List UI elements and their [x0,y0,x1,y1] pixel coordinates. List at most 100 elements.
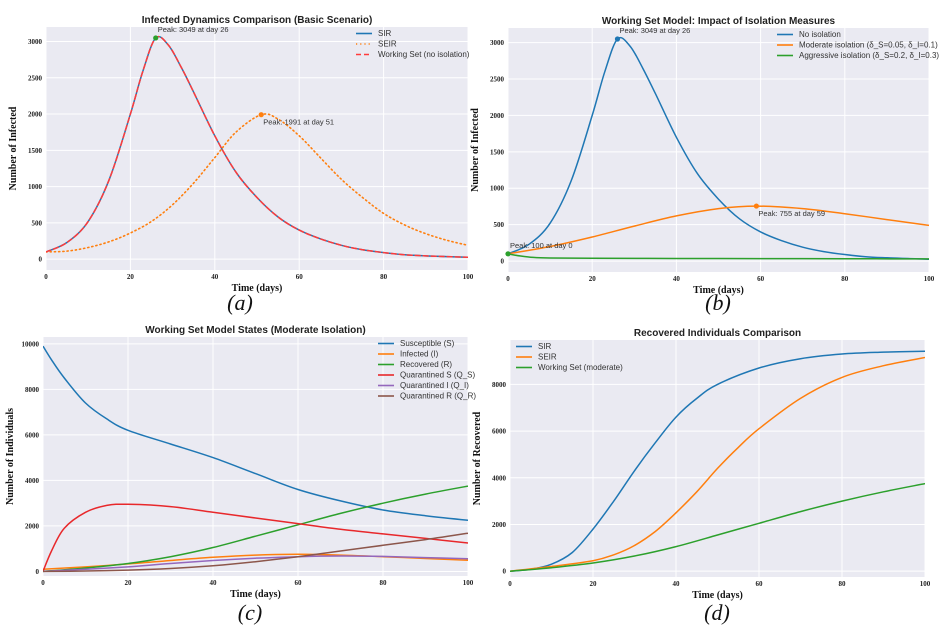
legend-label: SEIR [538,353,557,362]
panel-caption: (a) [227,290,253,315]
chart-title: Working Set Model: Impact of Isolation M… [602,16,836,27]
peak-annotation: Peak: 100 at day 0 [510,241,573,250]
legend-label: Susceptible (S) [400,339,455,348]
y-tick-label: 6000 [25,431,40,439]
y-tick-label: 0 [503,568,507,576]
y-tick-label: 0 [39,256,43,264]
x-tick-label: 0 [41,579,45,587]
series-line-working-set-no-isolation [46,35,468,259]
x-tick-label: 100 [920,580,931,588]
y-tick-label: 8000 [25,386,40,394]
y-axis-label: Number of Infected [8,106,19,190]
y-tick-label: 1500 [490,148,505,156]
x-axis-label: Time (days) [232,283,283,294]
y-tick-label: 2000 [28,111,43,119]
plot-area [46,27,468,270]
series-line-quarantined-s-q-s [43,503,468,572]
peak-annotation: Peak: 3049 at day 26 [158,25,229,34]
peak-annotation: Peak: 3049 at day 26 [619,26,690,35]
series-line-quarantined-i-q-i [43,555,468,573]
x-tick-label: 80 [841,275,849,283]
series-line-recovered-r [43,485,468,573]
x-tick-label: 40 [673,580,681,588]
chart-title: Working Set Model States (Moderate Isola… [145,325,365,336]
legend-label: SEIR [378,40,397,49]
series-line-no-isolation [508,36,929,261]
peak-annotation: Peak: 755 at day 59 [758,209,825,218]
series-line-working-set-moderate [510,482,925,572]
x-tick-label: 80 [380,273,388,281]
y-tick-label: 2000 [25,522,40,530]
legend: No isolation Moderate isolation (δ_S=0.05… [777,30,939,60]
subplot-a: 0 20 40 60 80 100050010001500200025003000Infe… [8,15,474,315]
plot-area [510,340,925,577]
x-tick-label: 0 [44,273,48,281]
y-tick-label: 3000 [28,38,43,46]
x-tick-label: 60 [295,579,303,587]
x-tick-label: 100 [924,275,935,283]
chart-title: Recovered Individuals Comparison [634,328,801,339]
legend: Susceptible (S) Infected (I)Recovered (R)… [378,339,476,401]
y-tick-label: 0 [36,568,40,576]
legend-label: No isolation [799,30,841,39]
legend-label: Infected (I) [400,350,439,359]
peak-marker [753,203,759,209]
y-tick-label: 500 [32,219,43,227]
plot-area [508,28,929,272]
legend-label: Working Set (no isolation) [378,50,470,59]
series-line-susceptible-s [43,345,468,521]
x-tick-label: 60 [296,273,304,281]
legend-label: Quarantined S (Q_S) [400,371,475,380]
series-line-seir [510,356,925,572]
y-axis-label: Number of Individuals [5,408,16,505]
y-axis-label: Number of Infected [470,108,481,192]
x-tick-label: 20 [589,275,597,283]
peak-marker [505,251,511,257]
legend-label: Quarantined I (Q_I) [400,381,469,390]
y-tick-label: 1000 [490,185,505,193]
x-axis-label: Time (days) [230,589,281,600]
peak-marker [614,36,621,42]
y-tick-label: 3000 [490,39,505,47]
y-tick-label: 8000 [492,381,507,389]
chart-title: Infected Dynamics Comparison (Basic Scen… [142,15,373,26]
series-line-aggressive-isolation-s-0-2-i-0-3 [508,253,929,260]
legend-label: Quarantined R (Q_R) [400,392,476,401]
series-line-sir [510,350,925,572]
x-tick-label: 40 [211,273,219,281]
x-tick-label: 20 [125,579,133,587]
y-tick-label: 2500 [490,75,505,83]
peak-annotation: Peak: 1991 at day 51 [263,118,334,127]
panel-caption: (b) [705,290,731,315]
y-tick-label: 0 [501,258,505,266]
y-tick-label: 1500 [28,147,43,155]
series-line-moderate-isolation-s-0-05-i-0-1 [508,205,929,255]
legend-label: SIR [378,29,392,38]
y-tick-label: 4000 [25,477,40,485]
y-tick-label: 2000 [490,112,505,120]
y-tick-label: 4000 [492,474,507,482]
y-tick-label: 1000 [28,183,43,191]
y-tick-label: 2500 [28,74,43,82]
x-tick-label: 60 [756,580,764,588]
y-tick-label: 2000 [492,521,507,529]
x-tick-label: 40 [210,579,218,587]
x-axis-label: Time (days) [693,285,744,296]
x-tick-label: 0 [508,580,512,588]
x-tick-label: 80 [839,580,847,588]
x-tick-label: 80 [380,579,388,587]
legend-label: Moderate isolation (δ_S=0.05, δ_I=0.1) [799,41,938,50]
x-tick-label: 60 [757,275,765,283]
x-tick-label: 100 [463,273,474,281]
panel-caption: (d) [704,600,730,625]
series-line-quarantined-r-q-r [43,532,468,573]
legend-label: Working Set (moderate) [538,363,623,372]
peak-marker [258,112,264,118]
legend-label: SIR [538,342,552,351]
subplot-d: 0 20 40 60 80 100 0 2000 4000 6000 8000 Recovered I… [472,328,931,625]
x-axis-label: Time (days) [692,590,743,601]
legend-label: Recovered (R) [400,360,452,369]
